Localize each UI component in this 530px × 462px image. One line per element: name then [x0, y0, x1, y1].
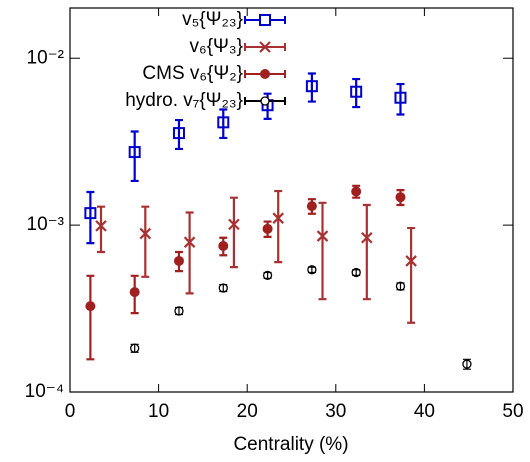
marker — [351, 267, 361, 278]
error-bar — [274, 189, 283, 264]
legend-label: hydro. v₇{Ψ₂₃} — [125, 90, 243, 111]
marker — [394, 91, 407, 104]
marker — [262, 270, 273, 281]
x-axis-label: Centrality (%) — [233, 434, 348, 455]
marker — [351, 186, 362, 197]
legend-marker — [260, 69, 270, 79]
error-bar — [307, 72, 316, 103]
y-tick-label: 10⁻² — [27, 47, 65, 68]
legend-marker — [260, 96, 270, 106]
error-bar — [219, 108, 228, 140]
error-bar — [141, 205, 150, 278]
marker — [462, 359, 472, 369]
x-tick-label: 0 — [65, 401, 76, 422]
marker — [217, 116, 230, 129]
legend-label: v₆{Ψ₃} — [190, 36, 243, 57]
marker — [306, 201, 317, 212]
marker — [395, 192, 406, 203]
y-tick-label: 10⁻³ — [27, 214, 65, 235]
marker — [85, 301, 96, 312]
marker — [128, 146, 141, 159]
marker — [228, 218, 240, 231]
error-bar — [396, 82, 405, 116]
x-tick-label: 10 — [148, 401, 169, 422]
error-bar — [86, 274, 95, 361]
marker — [272, 212, 284, 224]
marker — [174, 306, 184, 316]
marker — [183, 236, 196, 248]
marker — [218, 283, 228, 293]
marker — [262, 223, 273, 234]
x-tick-label: 40 — [414, 401, 435, 422]
error-bar — [407, 226, 416, 324]
error-bar — [174, 118, 183, 151]
plot-frame — [69, 7, 514, 393]
marker — [350, 85, 363, 98]
legend-label: CMS v₆{Ψ₂} — [142, 63, 243, 84]
marker — [173, 255, 184, 266]
marker — [316, 230, 329, 242]
error-bar — [97, 205, 106, 254]
error-bar — [318, 201, 327, 301]
marker — [307, 265, 317, 275]
error-bar — [352, 77, 361, 109]
marker — [130, 343, 140, 353]
marker — [218, 240, 229, 251]
legend-marker — [259, 14, 271, 26]
marker — [129, 287, 140, 298]
legend-marker — [259, 41, 271, 53]
marker — [95, 220, 107, 232]
x-tick-label: 50 — [502, 401, 523, 422]
error-bar — [229, 196, 238, 269]
marker — [139, 227, 152, 240]
marker — [84, 207, 97, 220]
error-bar — [185, 211, 194, 295]
marker — [305, 80, 318, 93]
marker — [395, 281, 406, 291]
x-tick-label: 20 — [237, 401, 258, 422]
x-tick-label: 30 — [325, 401, 346, 422]
marker — [172, 127, 185, 140]
marker — [361, 231, 373, 244]
marker — [405, 255, 417, 267]
y-tick-label: 10⁻⁴ — [25, 381, 64, 402]
legend-label: v₅{Ψ₂₃} — [182, 9, 243, 30]
error-bar — [362, 203, 371, 301]
